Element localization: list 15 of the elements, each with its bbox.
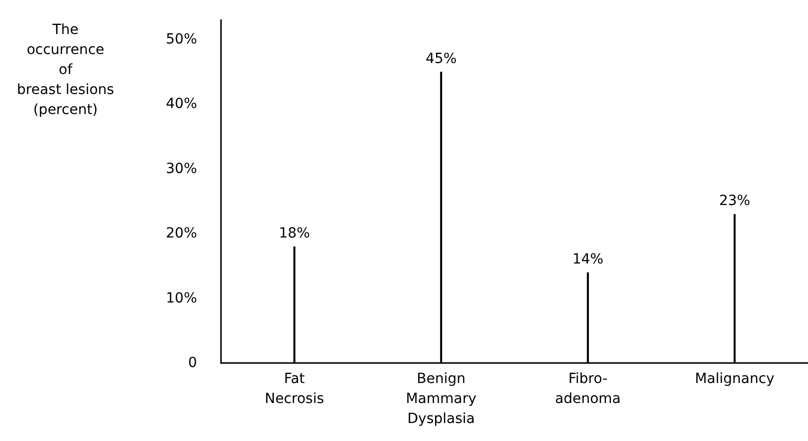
y-tick-label: 0 [188,355,197,371]
data-label: 23% [719,193,750,210]
data-label: 18% [278,226,310,242]
x-tick-label: Malignancy [694,371,774,387]
y-tick-label: 10% [166,290,197,306]
x-tick-label: Benign Mammary Dysplasia [406,371,476,427]
data-label: 45% [426,50,457,67]
y-tick-label: 20% [166,226,197,242]
y-tick-label: 40% [166,96,197,112]
y-axis-title: The occurrence of breast lesions (percent) [16,22,114,118]
data-label: 14% [572,251,604,268]
x-tick-label: Fat Necrosis [264,371,324,407]
y-tick-label: 50% [166,31,197,48]
x-tick-label: Fibro- adenoma [555,371,621,407]
y-tick-label: 30% [166,160,197,177]
